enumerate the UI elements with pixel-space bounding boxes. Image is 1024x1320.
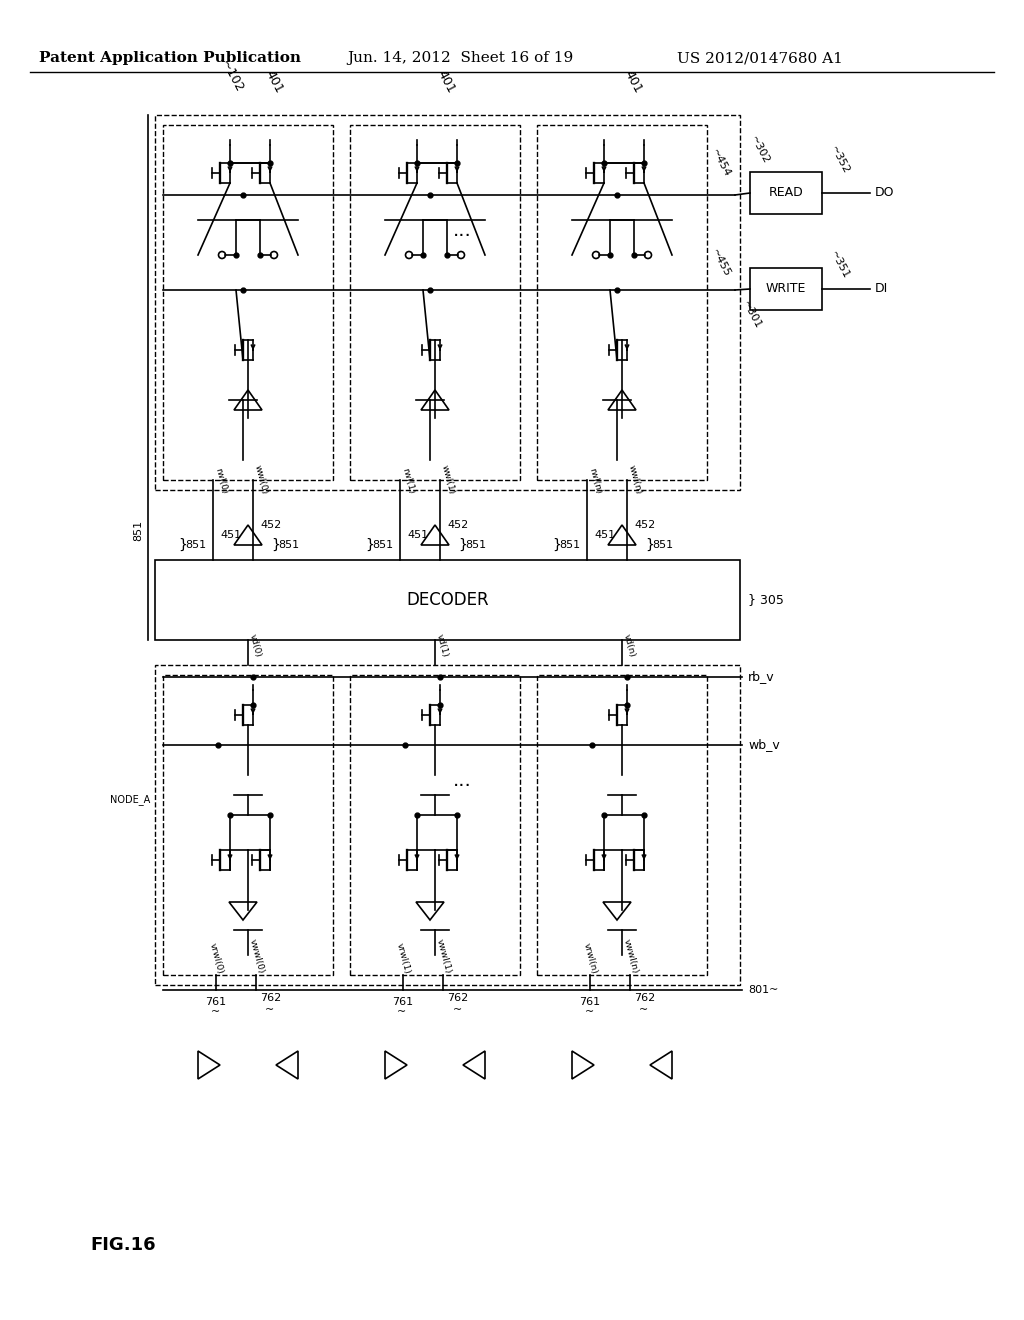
Text: ~: ~ — [453, 1005, 462, 1015]
Text: 452: 452 — [447, 520, 468, 531]
Text: ~351: ~351 — [828, 249, 851, 281]
Text: }: } — [178, 539, 186, 552]
Text: 761: 761 — [579, 997, 600, 1007]
Bar — [163, 125, 333, 480]
Text: ~302: ~302 — [748, 135, 771, 166]
Text: 762: 762 — [260, 993, 282, 1003]
Text: wb_v: wb_v — [748, 738, 779, 751]
Text: ...: ... — [453, 771, 471, 789]
Text: vwwl(1): vwwl(1) — [435, 939, 453, 975]
Text: Jun. 14, 2012  Sheet 16 of 19: Jun. 14, 2012 Sheet 16 of 19 — [347, 51, 573, 65]
Text: 761: 761 — [392, 997, 413, 1007]
Text: wwl(0): wwl(0) — [253, 463, 269, 495]
Text: FIG.16: FIG.16 — [90, 1236, 156, 1254]
Text: 801~: 801~ — [748, 985, 778, 995]
Text: ~: ~ — [210, 1007, 219, 1016]
Text: 851: 851 — [278, 540, 299, 550]
Text: ~301: ~301 — [740, 300, 763, 331]
Text: ~: ~ — [397, 1007, 407, 1016]
Text: }: } — [552, 539, 561, 552]
Text: 762: 762 — [447, 993, 468, 1003]
Text: }: } — [645, 539, 654, 552]
Bar — [750, 172, 822, 214]
Text: ~: ~ — [265, 1005, 274, 1015]
Text: ~102: ~102 — [218, 58, 246, 95]
Bar — [537, 125, 707, 480]
Text: rb_v: rb_v — [748, 671, 774, 684]
Text: 851: 851 — [372, 540, 393, 550]
Text: WRITE: WRITE — [766, 282, 806, 296]
Text: vd(n): vd(n) — [622, 632, 637, 657]
Text: 451: 451 — [594, 531, 615, 540]
Bar — [350, 125, 520, 480]
Bar — [155, 560, 740, 640]
Text: US 2012/0147680 A1: US 2012/0147680 A1 — [677, 51, 843, 65]
Text: vwwl(n): vwwl(n) — [622, 939, 640, 975]
Text: 851: 851 — [465, 540, 486, 550]
Text: 401: 401 — [263, 67, 286, 95]
Text: ~352: ~352 — [828, 144, 851, 176]
Text: rwl(1): rwl(1) — [400, 467, 416, 495]
Text: READ: READ — [769, 186, 804, 199]
Text: wwl(n): wwl(n) — [627, 463, 643, 495]
Text: ~: ~ — [585, 1007, 594, 1016]
Text: 452: 452 — [260, 520, 282, 531]
Text: vwwl(0): vwwl(0) — [248, 939, 266, 975]
Text: rwl(n): rwl(n) — [587, 467, 602, 495]
Text: 762: 762 — [634, 993, 655, 1003]
Text: rwl(0): rwl(0) — [213, 467, 228, 495]
Bar — [350, 675, 520, 975]
Text: vrwl(0): vrwl(0) — [208, 942, 225, 975]
Text: }: } — [271, 539, 280, 552]
Text: DO: DO — [874, 186, 895, 199]
Text: 452: 452 — [634, 520, 655, 531]
Text: wwl(1): wwl(1) — [440, 463, 457, 495]
Text: DECODER: DECODER — [407, 591, 488, 609]
Text: 761: 761 — [205, 997, 226, 1007]
Text: } 305: } 305 — [748, 594, 784, 606]
Bar — [750, 268, 822, 310]
Bar — [155, 115, 740, 490]
Text: 451: 451 — [220, 531, 241, 540]
Text: 851: 851 — [133, 520, 143, 541]
Bar — [537, 675, 707, 975]
Bar — [163, 675, 333, 975]
Text: }: } — [458, 539, 467, 552]
Text: 851: 851 — [559, 540, 581, 550]
Text: vrwl(1): vrwl(1) — [395, 942, 412, 975]
Text: ~: ~ — [639, 1005, 648, 1015]
Text: ~455: ~455 — [709, 247, 732, 279]
Text: 851: 851 — [652, 540, 673, 550]
Text: 401: 401 — [622, 67, 645, 95]
Text: ...: ... — [453, 220, 471, 239]
Text: ~454: ~454 — [709, 148, 732, 178]
Text: DI: DI — [874, 282, 888, 296]
Text: vd(0): vd(0) — [248, 632, 263, 657]
Text: 401: 401 — [435, 67, 458, 95]
Bar — [155, 665, 740, 985]
Text: Patent Application Publication: Patent Application Publication — [39, 51, 301, 65]
Text: vrwl(n): vrwl(n) — [582, 942, 599, 975]
Text: 451: 451 — [407, 531, 428, 540]
Text: 851: 851 — [185, 540, 206, 550]
Text: NODE_A: NODE_A — [110, 795, 150, 805]
Text: vd(1): vd(1) — [435, 632, 450, 657]
Text: }: } — [365, 539, 374, 552]
